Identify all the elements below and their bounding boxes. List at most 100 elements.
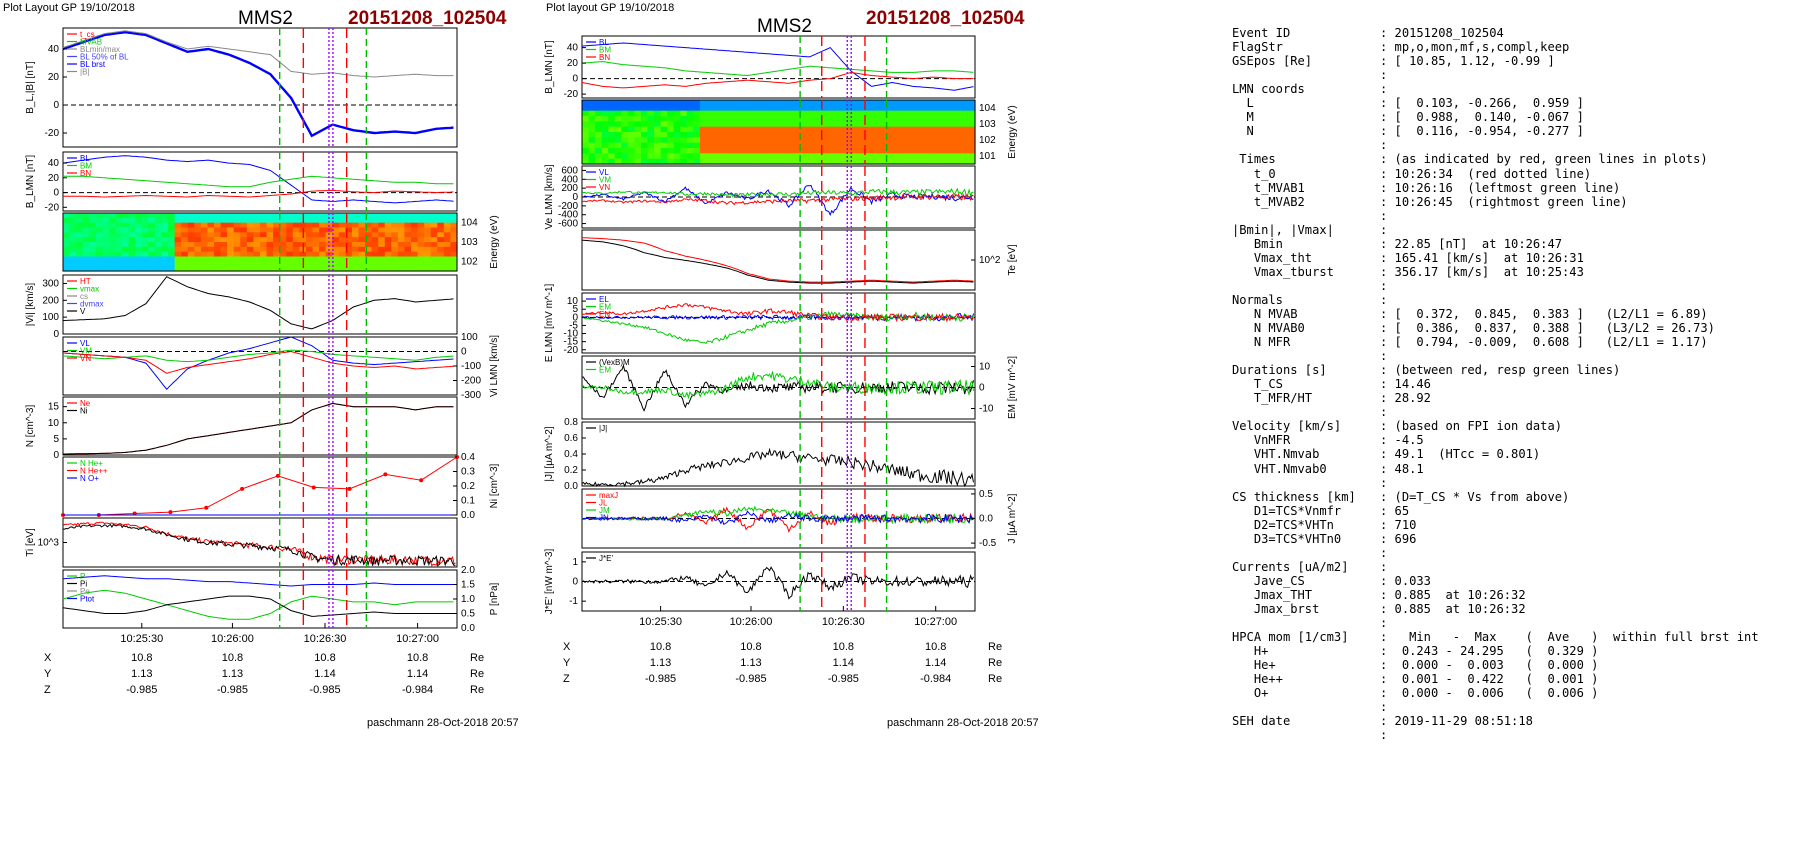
heatmap-cell [582, 153, 590, 160]
heatmap-cell [312, 261, 320, 267]
heatmap-cell [148, 266, 156, 272]
heatmap-cell [608, 121, 616, 128]
y-tick-label: 200 [561, 183, 578, 194]
heatmap-cell [634, 137, 642, 144]
heatmap-cell [640, 142, 649, 149]
heatmap-cell [627, 116, 635, 122]
heatmap-cell [378, 213, 386, 219]
heatmap-cell [253, 266, 261, 272]
heatmap-cell [450, 242, 458, 248]
heatmap-cell [752, 137, 760, 144]
heatmap-cell [876, 142, 884, 149]
heatmap-cell [325, 237, 333, 243]
heatmap-cell [634, 153, 642, 160]
heatmap-cell [102, 217, 110, 224]
heatmap-cell [424, 261, 432, 267]
heatmap-cell [430, 266, 438, 272]
heatmap-cell [693, 158, 701, 165]
y-tick-label: 0.0 [564, 481, 578, 492]
left-footer-credit: paschmann 28-Oct-2018 20:57 [367, 717, 519, 729]
info-value: : [ 0.386, 0.837, 0.388 ] (L3/L2 = 26.73… [1380, 321, 1715, 336]
heatmap-cell [726, 105, 734, 112]
info-key: |Bmin|, |Vmax| [1232, 222, 1334, 237]
heatmap-cell [332, 217, 340, 224]
heatmap-cell [595, 132, 603, 138]
y-tick-label: 10 [567, 296, 579, 307]
heatmap-cell [220, 227, 228, 233]
heatmap-cell [338, 237, 346, 243]
heatmap-cell [876, 121, 884, 128]
heatmap-cell [154, 227, 163, 233]
heatmap-cell [404, 227, 412, 233]
ephemeris-value: -0.985 [828, 673, 859, 685]
heatmap-cell [660, 100, 668, 106]
heatmap-cell [82, 227, 90, 233]
ephemeris-value: 1.14 [925, 657, 946, 669]
heatmap-cell [63, 266, 71, 272]
heatmap-cell [601, 142, 609, 149]
heatmap-cell [699, 132, 708, 138]
heatmap-cell [745, 153, 753, 160]
heatmap-cell [686, 126, 694, 133]
y-tick-label: 600 [561, 165, 578, 176]
heatmap-cell [935, 100, 943, 106]
heatmap-cell [614, 126, 622, 133]
panel-frame-left-2 [62, 151, 458, 212]
heatmap-cell [108, 227, 117, 233]
heatmap-cell [935, 153, 943, 160]
heatmap-cell [246, 237, 255, 243]
heatmap-cell [161, 227, 169, 233]
heatmap-cell [627, 142, 635, 149]
heatmap-cell [798, 137, 806, 144]
legend-label: JL [599, 499, 608, 508]
heatmap-cell [305, 256, 314, 262]
heatmap-cell [614, 105, 622, 112]
y-tick-label: -10 [979, 404, 994, 415]
heatmap-cell [916, 137, 924, 144]
heatmap-cell [365, 222, 373, 229]
info-key: Jave_CS [1232, 573, 1305, 588]
heatmap-cell [214, 261, 222, 267]
heatmap-cell [233, 217, 241, 224]
heatmap-cell [154, 217, 163, 224]
heatmap-cell [82, 213, 90, 219]
heatmap-cell [654, 126, 662, 133]
heatmap-cell [955, 158, 963, 165]
heatmap-cell [614, 148, 622, 154]
heatmap-cell [857, 158, 865, 165]
heatmap-cell [752, 100, 760, 106]
heatmap-cell [719, 142, 727, 149]
heatmap-cell [699, 137, 708, 144]
heatmap-cell [745, 121, 753, 128]
heatmap-cell [358, 232, 366, 238]
heatmap-cell [82, 246, 90, 253]
heatmap-cell [771, 137, 780, 144]
heatmap-cell [811, 110, 819, 117]
heatmap-cell [660, 132, 668, 138]
heatmap-cell [706, 148, 714, 154]
heatmap-cell [778, 105, 786, 112]
heatmap-cell [706, 142, 714, 149]
ephemeris-unit: Re [470, 684, 484, 696]
heatmap-cell [673, 100, 681, 106]
heatmap-cell [798, 132, 806, 138]
heatmap-cell [791, 132, 799, 138]
heatmap-cell [279, 256, 287, 262]
heatmap-cell [397, 217, 406, 224]
heatmap-cell [758, 121, 766, 128]
heatmap-cell [902, 137, 911, 144]
heatmap-cell [621, 142, 629, 149]
heatmap-cell [161, 261, 169, 267]
panel-frame-right-2 [581, 99, 976, 165]
heatmap-cell [726, 100, 734, 106]
heatmap-cell [647, 132, 655, 138]
heatmap-cell [745, 148, 753, 154]
heatmap-cell [227, 217, 235, 224]
heatmap-cell [916, 132, 924, 138]
heatmap-cell [752, 121, 760, 128]
info-row: Vmax_tburst: 356.17 [km/s] at 10:25:43 [1232, 265, 1759, 279]
heatmap-cell [319, 232, 327, 238]
right-layout-label: Plot layout GP 19/10/2018 [546, 2, 675, 14]
info-row: N MVAB: [ 0.372, 0.845, 0.383 ] (L2/L1 =… [1232, 307, 1759, 321]
heatmap-cell [141, 242, 149, 248]
